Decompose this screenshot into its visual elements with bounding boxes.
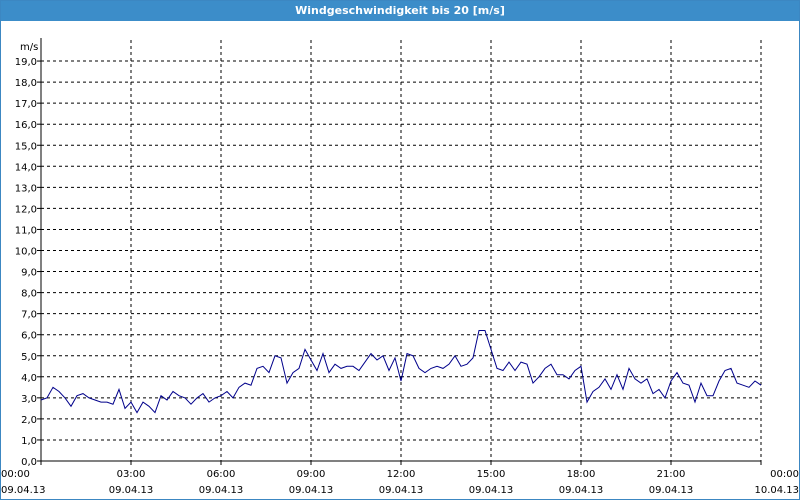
y-tick-label: 9,0 <box>21 268 37 279</box>
x-tick-time-label: 00:00 <box>770 469 799 480</box>
x-axis-ticks: 00:00 09.04.13 03:00 09.04.13 06:00 09.04.13 0… <box>1 469 799 496</box>
y-tick-label: 13,0 <box>15 183 37 194</box>
y-tick-label: 7,0 <box>21 310 37 321</box>
y-tick-label: 2,0 <box>21 415 37 426</box>
x-tick-date-label: 09.04.13 <box>559 485 604 496</box>
grid <box>41 40 762 461</box>
window-title: Windgeschwindigkeit bis 20 [m/s] <box>1 1 799 21</box>
y-axis-unit-label: m/s <box>20 42 38 53</box>
wind-speed-chart: 0,0 1,0 2,0 3,0 4,0 5,0 6,0 7,0 8,0 9,0 10,0 11,0 12… <box>1 38 799 496</box>
y-tick-label: 0,0 <box>21 457 37 468</box>
x-tick-time-label: 09:00 <box>297 469 326 480</box>
y-tick-label: 11,0 <box>15 225 37 236</box>
y-tick-label: 8,0 <box>21 289 37 300</box>
x-tick-date-label: 09.04.13 <box>199 485 244 496</box>
x-tick-time-label: 03:00 <box>117 469 146 480</box>
y-tick-label: 3,0 <box>21 394 37 405</box>
y-tick-label: 1,0 <box>21 436 37 447</box>
x-tick-time-label: 12:00 <box>387 469 416 480</box>
y-tick-label: 16,0 <box>15 120 37 131</box>
x-tick-date-label: 10.04.13 <box>754 485 799 496</box>
series-line <box>40 330 762 414</box>
y-tick-label: 5,0 <box>21 352 37 363</box>
x-tick-date-label: 09.04.13 <box>289 485 334 496</box>
x-tick-date-label: 09.04.13 <box>379 485 424 496</box>
y-tick-label: 17,0 <box>15 99 37 110</box>
y-tick-label: 12,0 <box>15 204 37 215</box>
x-tick-time-label: 21:00 <box>657 469 686 480</box>
y-tick-label: 6,0 <box>21 331 37 342</box>
x-tick-time-label: 15:00 <box>477 469 506 480</box>
x-tick-date-label: 09.04.13 <box>649 485 694 496</box>
axes <box>37 38 762 465</box>
x-tick-date-label: 09.04.13 <box>469 485 514 496</box>
x-tick-time-label: 18:00 <box>567 469 596 480</box>
y-tick-label: 4,0 <box>21 373 37 384</box>
x-tick-date-label: 09.04.13 <box>1 485 46 496</box>
x-tick-date-label: 09.04.13 <box>109 485 154 496</box>
x-tick-time-label: 00:00 <box>1 469 30 480</box>
y-tick-label: 18,0 <box>15 78 37 89</box>
y-tick-label: 15,0 <box>15 141 37 152</box>
y-tick-label: 10,0 <box>15 247 37 258</box>
x-tick-time-label: 06:00 <box>207 469 236 480</box>
y-axis-ticks: 0,0 1,0 2,0 3,0 4,0 5,0 6,0 7,0 8,0 9,0 10,0 11,0 12… <box>15 57 37 468</box>
y-tick-label: 19,0 <box>15 57 37 68</box>
y-tick-label: 14,0 <box>15 162 37 173</box>
